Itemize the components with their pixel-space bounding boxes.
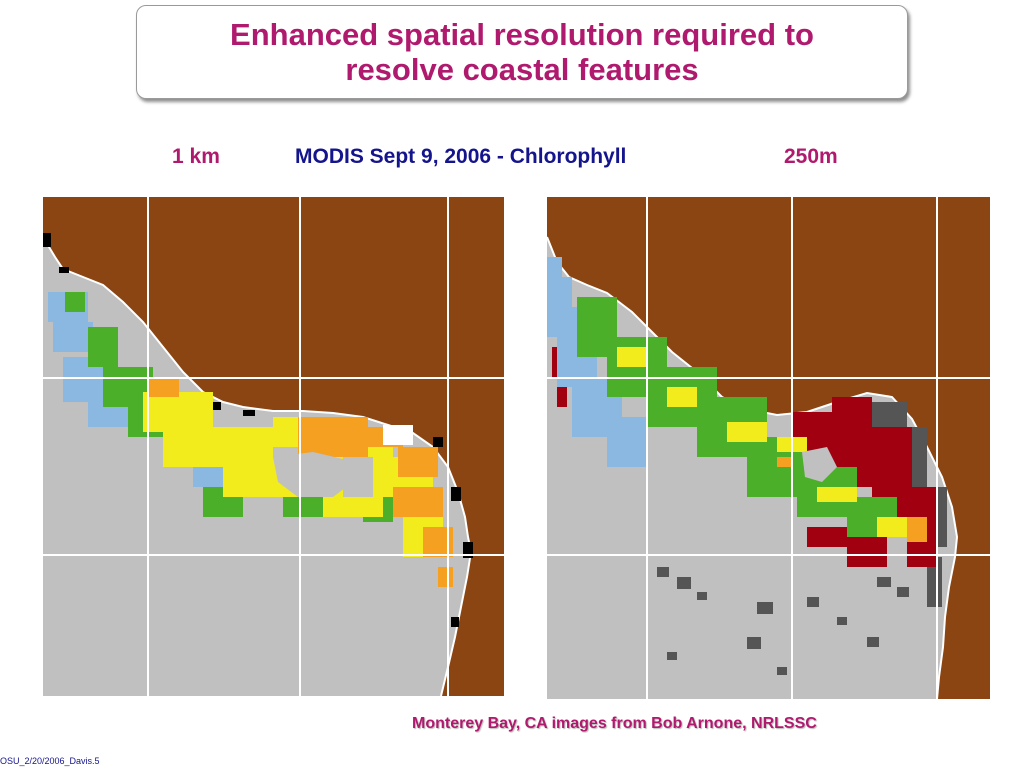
title-box: Enhanced spatial resolution required to …	[136, 5, 908, 99]
image-credit: Monterey Bay, CA images from Bob Arnone,…	[412, 715, 817, 732]
slide-title-line-1: Enhanced spatial resolution required to	[230, 17, 814, 52]
map-grid	[43, 197, 504, 696]
modis-1km-chlorophyll-map	[43, 197, 504, 696]
saturated-pixels	[383, 425, 413, 445]
coast-dark-pixels	[43, 233, 473, 627]
chlorophyll-high	[617, 347, 907, 537]
caption-modis: MODIS Sept 9, 2006 - Chlorophyll	[295, 145, 627, 168]
modis-250m-chlorophyll-map	[547, 197, 990, 699]
map-grid	[547, 197, 990, 699]
slide-title-line-2: resolve coastal features	[345, 52, 699, 87]
chlorophyll-very-high	[777, 457, 927, 542]
caption-1km: 1 km	[172, 145, 220, 168]
caption-250m: 250m	[784, 145, 838, 168]
inner-no-data-patch	[273, 452, 353, 497]
coastline	[43, 236, 473, 696]
slide-footer: OSU_2/20/2006_Davis.5	[0, 756, 100, 766]
inner-no-data-patch	[802, 447, 837, 482]
